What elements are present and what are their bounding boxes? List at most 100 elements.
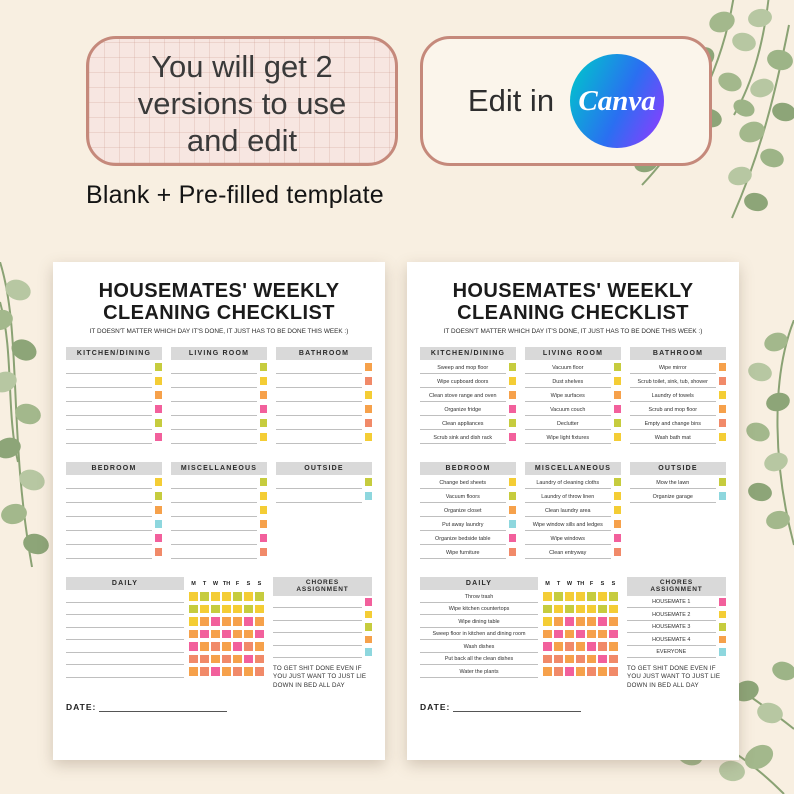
- date-blank-line: [99, 703, 228, 713]
- chore-color-square: [364, 648, 372, 656]
- task-color-square: [508, 363, 516, 371]
- daily-color-square: [222, 604, 231, 613]
- task-color-square: [364, 363, 372, 371]
- task-label: Clean laundry area: [525, 503, 611, 517]
- task-color-square: [259, 391, 267, 399]
- task-label: Scrub sink and dish rack: [420, 430, 506, 444]
- task-color-square: [613, 534, 621, 542]
- task-label: Clean stove range and oven: [420, 388, 506, 402]
- daily-task-row: [66, 590, 184, 603]
- task-label: Wipe window sills and ledges: [525, 517, 611, 531]
- task-label: [171, 374, 257, 388]
- daily-color-square: [233, 629, 242, 638]
- eucalyptus-left-icon: [0, 262, 49, 568]
- daily-task-row: Throw trash: [420, 590, 538, 603]
- daily-color-square: [609, 617, 618, 626]
- task-row: [171, 360, 267, 374]
- daily-color-square: [200, 604, 209, 613]
- task-color-square: [718, 391, 726, 399]
- daily-grid-cell: [254, 629, 265, 638]
- daily-grid-cell: [597, 667, 608, 676]
- day-letter: T: [556, 580, 561, 587]
- daily-color-square: [200, 642, 209, 651]
- task-color-square: [718, 492, 726, 500]
- daily-grid-cell: [221, 617, 232, 626]
- sections-grid: KITCHEN/DINING Sweep and mop floor Wipe cu…: [420, 347, 726, 559]
- daily-header: DAILY: [420, 577, 538, 590]
- task-color-square: [613, 405, 621, 413]
- daily-grid-cell: [597, 654, 608, 663]
- date-row: DATE:: [420, 702, 726, 713]
- daily-color-square: [598, 592, 607, 601]
- daily-color-square: [222, 592, 231, 601]
- task-label: [66, 430, 152, 444]
- daily-grid-cell: [586, 592, 597, 601]
- daily-grid-cell: [232, 642, 243, 651]
- daily-color-square: [200, 667, 209, 676]
- daily-grid-cell: [586, 667, 597, 676]
- date-row: DATE:: [66, 702, 372, 713]
- section-header-living-room: LIVING ROOM: [171, 347, 267, 360]
- versions-badge-line-2: versions to use: [137, 86, 347, 122]
- daily-color-square: [587, 604, 596, 613]
- daily-grid-cell: [553, 642, 564, 651]
- daily-color-square: [233, 617, 242, 626]
- task-row: Vacuum couch: [525, 402, 621, 416]
- daily-color-square: [543, 592, 552, 601]
- task-color-square: [364, 478, 372, 486]
- day-letter: S: [600, 580, 605, 587]
- daily-grid-cell: [210, 654, 221, 663]
- section-header-bathroom: BATHROOM: [630, 347, 726, 360]
- daily-color-square: [189, 617, 198, 626]
- canva-logo-icon: Canva: [570, 54, 665, 148]
- task-row: Clean appliances: [420, 416, 516, 430]
- task-label: [66, 388, 152, 402]
- daily-task-row: [66, 640, 184, 653]
- task-label: Clean entryway: [525, 545, 611, 559]
- task-label: Laundry of throw linen: [525, 489, 611, 503]
- section-header-bedroom: BEDROOM: [66, 462, 162, 475]
- chore-color-square: [718, 610, 726, 619]
- daily-grid-cell: [575, 654, 586, 663]
- daily-task-label: Wipe dining table: [420, 615, 538, 628]
- daily-grid-cell: [199, 629, 210, 638]
- task-row: [171, 503, 267, 517]
- canva-logo-text: Canva: [578, 84, 656, 117]
- task-row: [171, 475, 267, 489]
- daily-grid-cell: [608, 604, 619, 613]
- daily-color-square: [211, 604, 220, 613]
- chore-color-square: [364, 635, 372, 644]
- task-label: [66, 475, 152, 489]
- daily-color-square: [200, 592, 209, 601]
- task-label: [171, 517, 257, 531]
- daily-grid-cell: [199, 592, 210, 601]
- task-label: [66, 374, 152, 388]
- task-row: Put away laundry: [420, 517, 516, 531]
- task-row: Laundry of throw linen: [525, 489, 621, 503]
- daily-grid: M T W TH F S S: [188, 577, 265, 690]
- daily-color-square: [587, 617, 596, 626]
- daily-task-label: Water the plants: [420, 665, 538, 678]
- task-color-square: [613, 419, 621, 427]
- daily-task-label: Sweep floor in kitchen and dining room: [420, 628, 538, 640]
- daily-grid-row: [542, 615, 619, 628]
- day-letters-row: M T W TH F S S: [188, 577, 265, 590]
- daily-grid-cell: [542, 654, 553, 663]
- sheet-content: HOUSEMATES' WEEKLY CLEANING CHECKLIST IT D…: [53, 262, 385, 713]
- task-color-square: [613, 363, 621, 371]
- daily-grid-row: [188, 640, 265, 653]
- task-color-square: [154, 534, 162, 542]
- task-row: Vacuum floor: [525, 360, 621, 374]
- daily-grid-cell: [232, 667, 243, 676]
- daily-grid-cell: [564, 667, 575, 676]
- day-letter: W: [566, 580, 573, 587]
- daily-grid-row: [188, 665, 265, 678]
- chore-assignee-label: [273, 633, 362, 646]
- task-color-square: [154, 506, 162, 514]
- daily-color-square: [554, 604, 563, 613]
- daily-grid-cell: [243, 667, 254, 676]
- daily-task-label: [66, 628, 184, 640]
- daily-color-square: [244, 592, 253, 601]
- task-row: [276, 388, 372, 402]
